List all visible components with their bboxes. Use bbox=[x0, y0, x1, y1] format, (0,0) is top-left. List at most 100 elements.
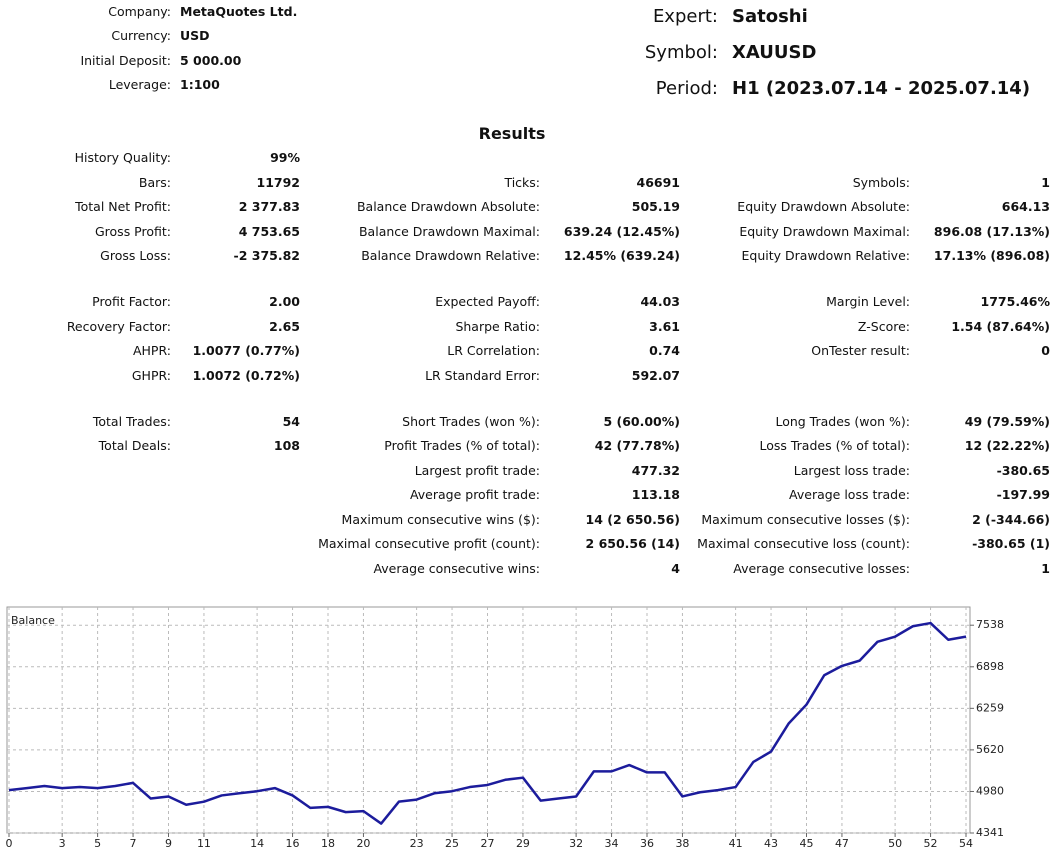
metric-label: Total Net Profit: bbox=[75, 199, 171, 214]
header-value: 5 000.00 bbox=[180, 52, 242, 68]
metric-value: 108 bbox=[273, 438, 300, 453]
metric-label: Total Deals: bbox=[98, 438, 171, 453]
x-tick-label: 27 bbox=[481, 837, 495, 850]
x-tick-label: 34 bbox=[605, 837, 619, 850]
metric-label: Short Trades (won %): bbox=[402, 413, 540, 429]
metric-value: 14 (2 650.56) bbox=[585, 511, 680, 527]
metric-value: 1.0072 (0.72%) bbox=[192, 367, 300, 383]
x-tick-label: 32 bbox=[569, 837, 583, 850]
metric-label: Largest loss trade: bbox=[793, 462, 910, 478]
header-value: H1 (2023.07.14 - 2025.07.14) bbox=[732, 78, 1031, 99]
metric-label: Maximum consecutive wins ($): bbox=[341, 511, 540, 527]
metric-label: Symbols: bbox=[852, 174, 910, 190]
metric-value: 0 bbox=[1041, 343, 1050, 358]
y-tick-label: 7538 bbox=[976, 618, 1004, 631]
metric-value: 49 (79.59%) bbox=[964, 413, 1050, 429]
x-tick-label: 11 bbox=[197, 837, 211, 850]
metric-value: 2 650.56 (14) bbox=[585, 536, 680, 551]
x-tick-label: 9 bbox=[165, 837, 172, 850]
x-tick-label: 54 bbox=[959, 837, 973, 850]
x-tick-label: 47 bbox=[835, 837, 849, 850]
x-tick-label: 5 bbox=[94, 837, 101, 850]
metric-value: 4 bbox=[671, 560, 680, 576]
header-value: XAUUSD bbox=[732, 42, 817, 63]
x-tick-label: 36 bbox=[640, 837, 654, 850]
y-tick-label: 4341 bbox=[976, 826, 1004, 839]
x-tick-label: 20 bbox=[356, 837, 370, 850]
x-tick-label: 14 bbox=[250, 837, 264, 850]
metric-value: 3.61 bbox=[649, 318, 680, 334]
metric-label: History Quality: bbox=[74, 150, 171, 165]
y-tick-label: 6898 bbox=[976, 660, 1004, 673]
metric-label: GHPR: bbox=[131, 367, 171, 383]
metric-value: 0.74 bbox=[649, 343, 680, 358]
metric-label: Bars: bbox=[138, 174, 171, 190]
metric-value: 11792 bbox=[256, 174, 301, 190]
metric-label: Profit Trades (% of total): bbox=[384, 438, 540, 453]
x-tick-label: 16 bbox=[286, 837, 300, 850]
balance-line bbox=[8, 621, 967, 825]
x-tick-label: 18 bbox=[321, 837, 335, 850]
x-tick-label: 38 bbox=[675, 837, 689, 850]
header-value: MetaQuotes Ltd. bbox=[180, 4, 298, 19]
header-label: Period: bbox=[655, 78, 718, 99]
x-tick-label: 3 bbox=[59, 837, 66, 850]
metric-value: 113.18 bbox=[631, 487, 680, 502]
header-label: Company: bbox=[108, 4, 171, 19]
y-tick-label: 6259 bbox=[976, 701, 1004, 714]
metric-label: Equity Drawdown Relative: bbox=[741, 248, 910, 263]
metric-label: Expected Payoff: bbox=[435, 294, 540, 309]
header-value: USD bbox=[180, 28, 210, 44]
metric-value: 12 (22.22%) bbox=[964, 438, 1050, 453]
metric-value: 5 (60.00%) bbox=[603, 413, 680, 429]
metric-value: 1 bbox=[1041, 560, 1050, 576]
metric-label: AHPR: bbox=[132, 343, 171, 358]
header-label: Currency: bbox=[111, 28, 171, 44]
metric-value: 2 377.83 bbox=[238, 199, 300, 214]
metric-value: -197.99 bbox=[996, 487, 1050, 502]
metric-label: Largest profit trade: bbox=[414, 462, 540, 478]
metric-label: Z-Score: bbox=[857, 318, 910, 334]
metric-label: Maximum consecutive losses ($): bbox=[701, 511, 910, 527]
metric-label: Balance Drawdown Absolute: bbox=[356, 199, 540, 214]
metric-label: Loss Trades (% of total): bbox=[759, 438, 910, 453]
header-value: Satoshi bbox=[732, 6, 808, 27]
header-label: Symbol: bbox=[644, 42, 718, 63]
metric-label: Maximal consecutive profit (count): bbox=[318, 536, 540, 551]
metric-value: 99% bbox=[270, 150, 300, 165]
metric-label: Average profit trade: bbox=[409, 487, 540, 502]
header-label: Expert: bbox=[652, 6, 718, 27]
metric-value: 2.00 bbox=[269, 294, 300, 309]
metric-value: 592.07 bbox=[631, 367, 680, 383]
metric-value: 664.13 bbox=[1001, 199, 1050, 214]
metric-value: 477.32 bbox=[631, 462, 680, 478]
metric-label: Balance Drawdown Relative: bbox=[361, 248, 540, 263]
metric-label: Average loss trade: bbox=[789, 487, 910, 502]
metric-label: Gross Loss: bbox=[100, 248, 171, 263]
metric-value: -380.65 (1) bbox=[972, 536, 1050, 551]
metric-value: 505.19 bbox=[631, 199, 680, 214]
metric-value: 42 (77.78%) bbox=[594, 438, 680, 453]
metric-label: Sharpe Ratio: bbox=[455, 318, 540, 334]
metric-value: 1 bbox=[1041, 174, 1050, 190]
metric-label: Ticks: bbox=[504, 174, 540, 190]
x-tick-label: 45 bbox=[800, 837, 814, 850]
metric-value: 1.54 (87.64%) bbox=[951, 318, 1050, 334]
metric-label: Maximal consecutive loss (count): bbox=[697, 536, 910, 551]
metric-label: Average consecutive losses: bbox=[733, 560, 910, 576]
metric-label: Profit Factor: bbox=[92, 294, 171, 309]
metric-label: Equity Drawdown Absolute: bbox=[737, 199, 910, 214]
metric-label: Equity Drawdown Maximal: bbox=[739, 223, 910, 239]
header-label: Initial Deposit: bbox=[80, 52, 171, 68]
metric-value: 12.45% (639.24) bbox=[563, 248, 680, 263]
metric-label: Total Trades: bbox=[92, 413, 171, 429]
metric-value: 54 bbox=[282, 413, 300, 429]
x-tick-label: 0 bbox=[6, 837, 13, 850]
metric-value: 639.24 (12.45%) bbox=[563, 223, 680, 239]
metric-label: Margin Level: bbox=[826, 294, 910, 309]
metric-value: 1.0077 (0.77%) bbox=[192, 343, 300, 358]
x-tick-label: 7 bbox=[130, 837, 137, 850]
x-tick-label: 52 bbox=[924, 837, 938, 850]
